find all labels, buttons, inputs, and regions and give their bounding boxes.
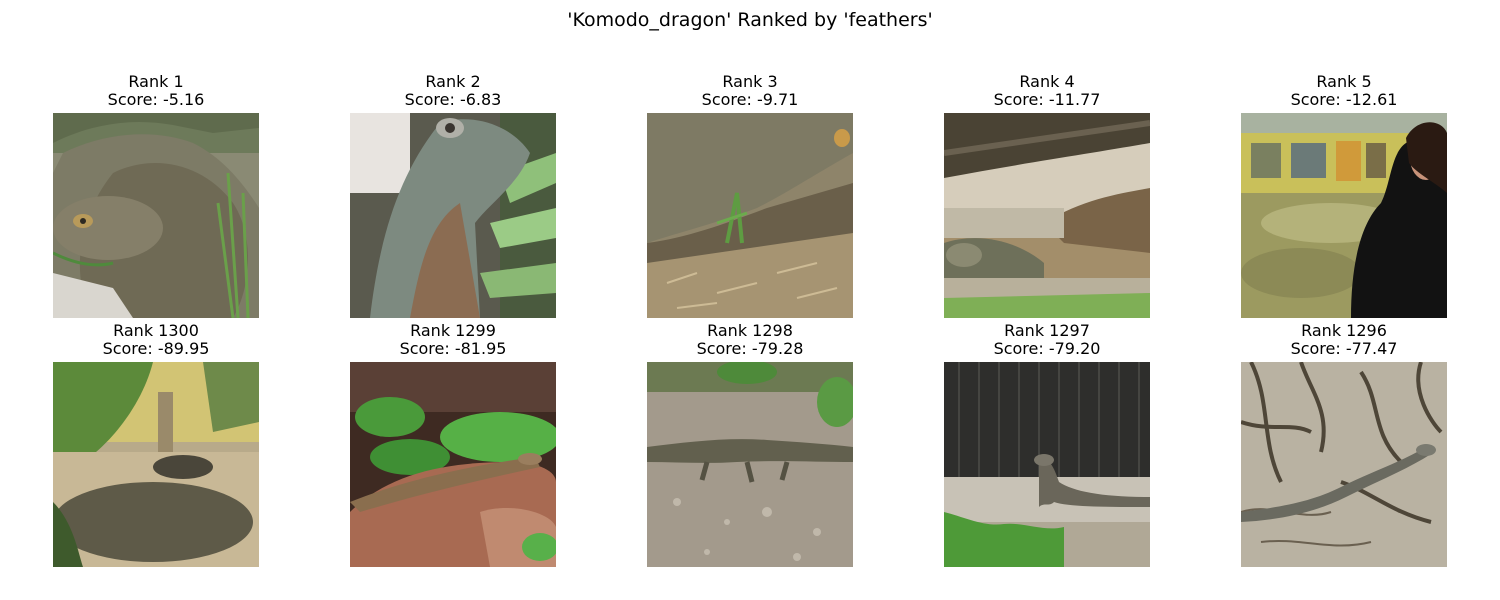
rank-label: Rank 1 [128, 72, 184, 91]
score-label: Score: -6.83 [404, 90, 502, 109]
komodo-dragon-closeup-photo [53, 113, 259, 318]
panel-title: Rank 1299 Score: -81.95 [310, 322, 596, 358]
panel-title: Rank 2 Score: -6.83 [310, 73, 596, 109]
rank-label: Rank 1297 [1004, 321, 1090, 340]
komodo-dragon-body-photo [647, 113, 853, 318]
panel-title: Rank 4 Score: -11.77 [904, 73, 1190, 109]
score-label: Score: -79.20 [993, 339, 1101, 358]
score-label: Score: -9.71 [701, 90, 799, 109]
rank-label: Rank 1299 [410, 321, 496, 340]
figure-title: 'Komodo_dragon' Ranked by 'feathers' [567, 9, 933, 31]
panel-title: Rank 5 Score: -12.61 [1201, 73, 1487, 109]
rank-label: Rank 1296 [1301, 321, 1387, 340]
panel-title: Rank 1298 Score: -79.28 [607, 322, 893, 358]
komodo-dragon-under-log-photo [944, 113, 1150, 318]
panel-title: Rank 3 Score: -9.71 [607, 73, 893, 109]
komodo-dragon-on-rock-photo [350, 362, 556, 567]
komodo-dragon-shaded-enclosure-photo [53, 362, 259, 567]
score-label: Score: -81.95 [399, 339, 507, 358]
rank-label: Rank 5 [1316, 72, 1372, 91]
woman-at-zoo-enclosure-photo [1241, 113, 1447, 318]
score-label: Score: -79.28 [696, 339, 804, 358]
panel-title: Rank 1296 Score: -77.47 [1201, 322, 1487, 358]
panel-title: Rank 1 Score: -5.16 [13, 73, 299, 109]
score-label: Score: -77.47 [1290, 339, 1398, 358]
rank-label: Rank 4 [1019, 72, 1075, 91]
rank-label: Rank 2 [425, 72, 481, 91]
panel-title: Rank 1297 Score: -79.20 [904, 322, 1190, 358]
komodo-dragon-walking-photo [647, 362, 853, 567]
rank-label: Rank 1300 [113, 321, 199, 340]
komodo-dragon-by-fence-photo [944, 362, 1150, 567]
rank-label: Rank 1298 [707, 321, 793, 340]
komodo-dragon-among-roots-photo [1241, 362, 1447, 567]
panel-title: Rank 1300 Score: -89.95 [13, 322, 299, 358]
score-label: Score: -12.61 [1290, 90, 1398, 109]
rank-label: Rank 3 [722, 72, 778, 91]
score-label: Score: -89.95 [102, 339, 210, 358]
score-label: Score: -5.16 [107, 90, 205, 109]
komodo-dragon-head-photo [350, 113, 556, 318]
score-label: Score: -11.77 [993, 90, 1101, 109]
